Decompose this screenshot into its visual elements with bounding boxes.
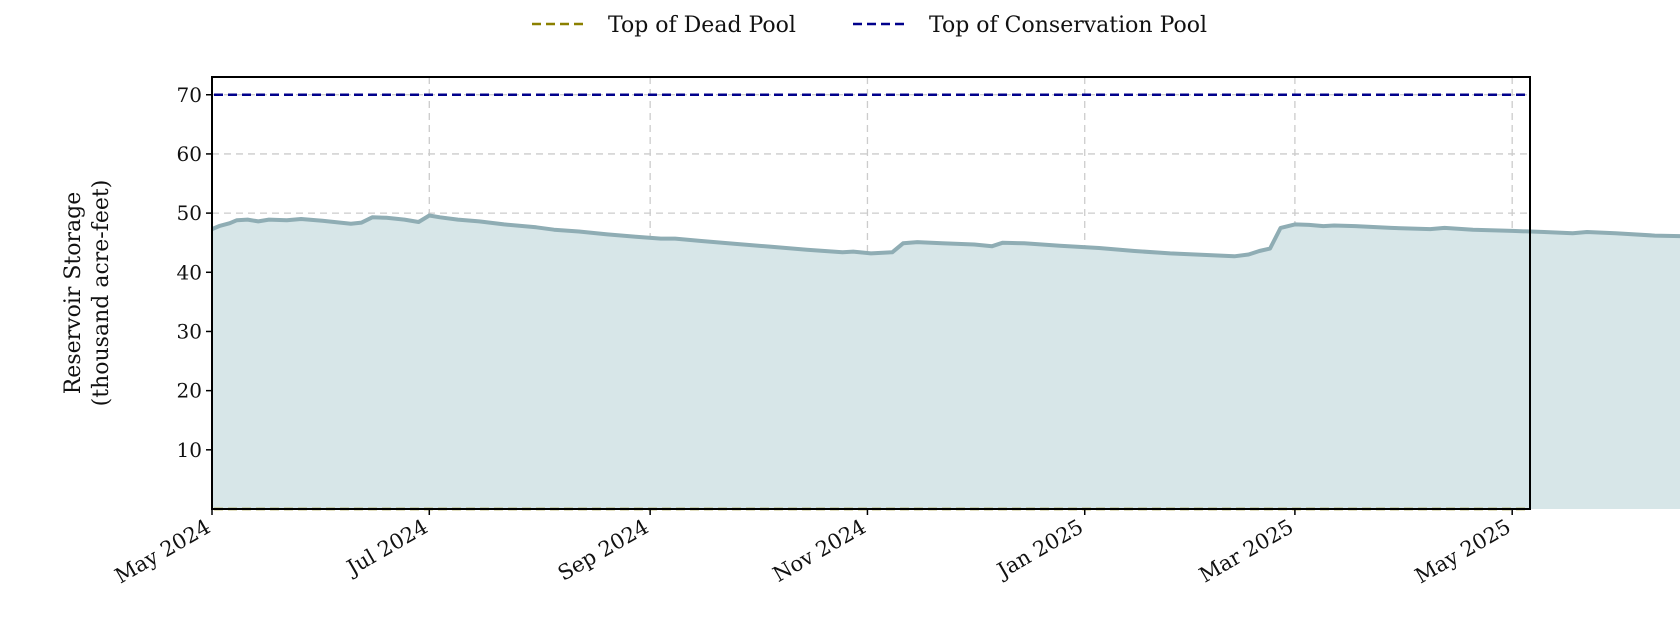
storage-area: [211, 213, 1680, 509]
y-tick-label: 60: [177, 142, 202, 166]
y-tick-label: 10: [177, 438, 202, 462]
x-tick-label: Nov 2024: [769, 515, 870, 587]
legend-label: Top of Conservation Pool: [929, 13, 1207, 38]
y-tick-label: 20: [177, 379, 202, 403]
x-tick-label: Jan 2025: [992, 515, 1088, 584]
x-tick-label: May 2024: [111, 515, 215, 589]
x-axis-ticks: May 2024 Jul 2024 Sep 2024 Nov 2024 Jan 2025…: [111, 509, 1515, 588]
legend: Top of Dead Pool Top of Conservation Pool: [532, 13, 1207, 38]
y-axis-label-line-1: Reservoir Storage: [61, 192, 86, 395]
x-tick-label: Mar 2025: [1195, 515, 1297, 588]
legend-label: Top of Dead Pool: [608, 13, 796, 38]
y-tick-label: 70: [177, 83, 202, 107]
x-tick-label: Sep 2024: [554, 515, 653, 586]
y-tick-label: 50: [177, 201, 202, 225]
x-tick-label: May 2025: [1411, 515, 1515, 589]
y-axis-label-line-2: (thousand acre-feet): [89, 180, 114, 407]
plot-frame: [211, 76, 1531, 510]
storage-line: [211, 213, 1680, 259]
y-tick-label: 40: [177, 260, 202, 284]
storage-area-fill: [212, 215, 1680, 509]
y-axis-ticks: 10 20 30 40 50 60 70: [177, 83, 212, 462]
y-tick-label: 30: [177, 319, 202, 343]
x-tick-label: Jul 2024: [341, 515, 432, 581]
